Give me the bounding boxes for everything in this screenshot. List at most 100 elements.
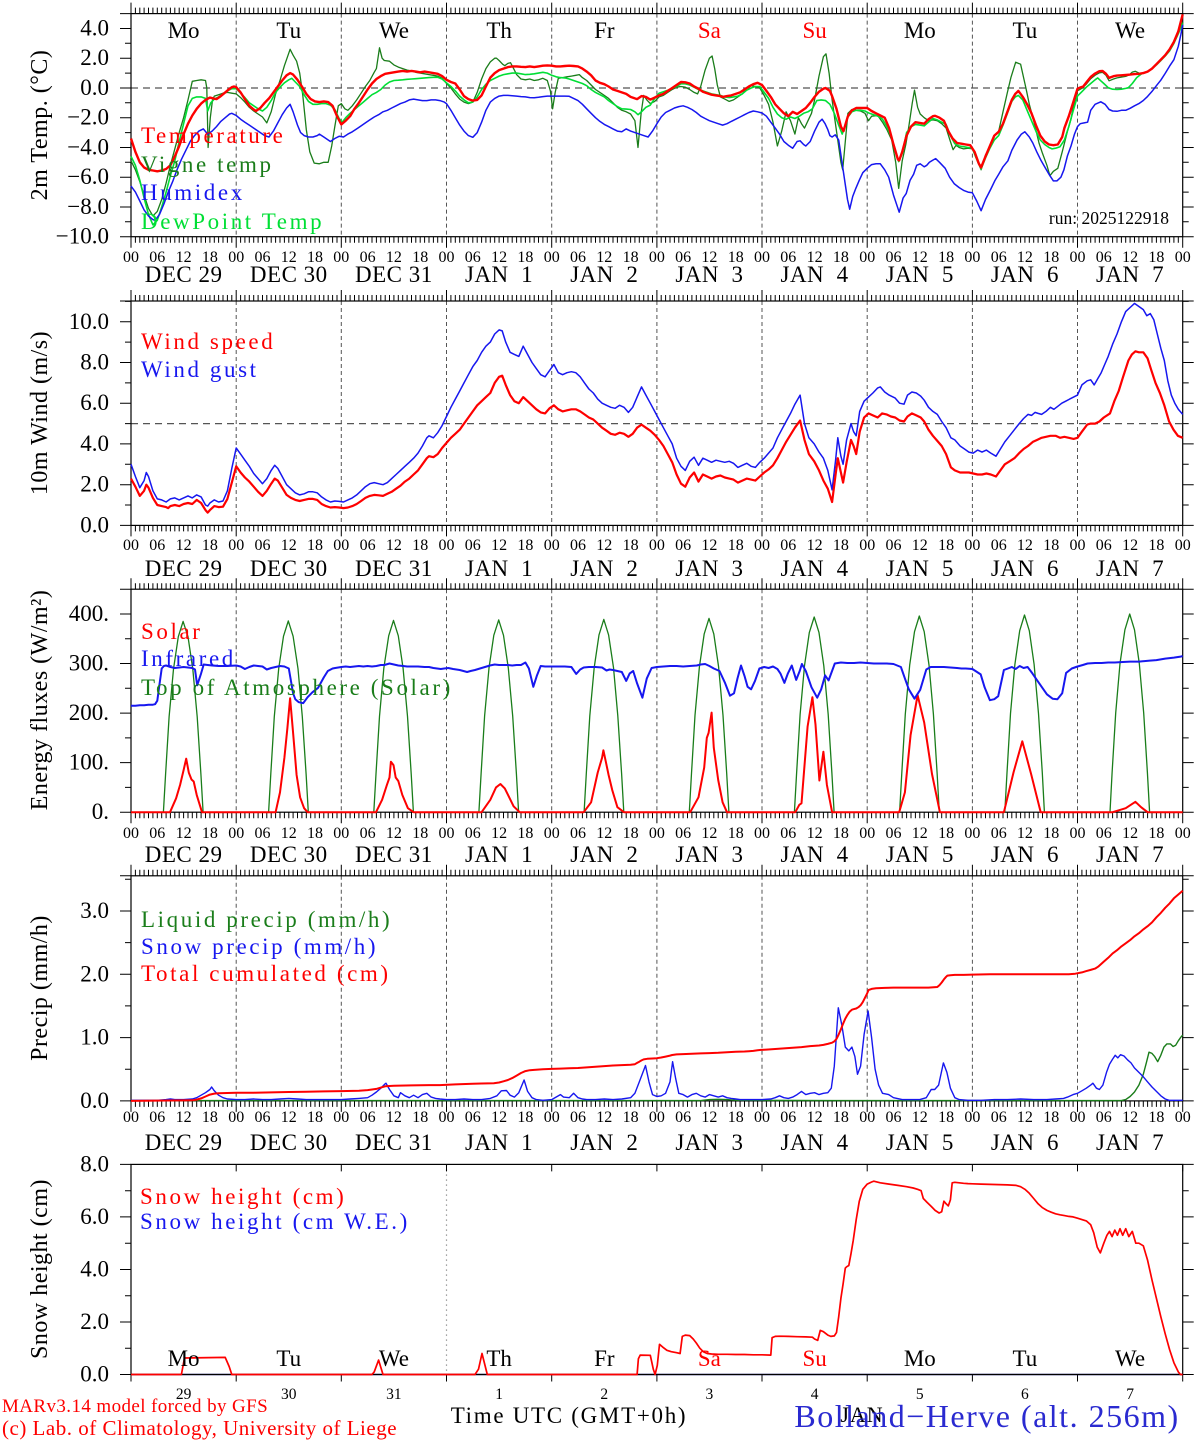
svg-text:12: 12 (1122, 1109, 1138, 1126)
svg-text:06: 06 (570, 537, 586, 554)
svg-text:Top of Atmosphere (Solar): Top of Atmosphere (Solar) (141, 675, 453, 700)
svg-text:We: We (379, 1346, 409, 1371)
svg-text:06: 06 (149, 1109, 165, 1126)
svg-text:18: 18 (307, 1109, 323, 1126)
svg-text:JAN 4: JAN 4 (781, 1130, 849, 1155)
svg-text:Fr: Fr (594, 1346, 615, 1371)
svg-text:18: 18 (202, 249, 218, 266)
svg-text:00: 00 (228, 825, 244, 842)
svg-text:06: 06 (886, 825, 902, 842)
svg-text:7: 7 (1126, 1386, 1134, 1403)
svg-text:12: 12 (281, 825, 297, 842)
svg-text:06: 06 (360, 825, 376, 842)
svg-text:DEC 29: DEC 29 (145, 556, 223, 581)
svg-text:06: 06 (886, 537, 902, 554)
svg-text:400.: 400. (69, 601, 109, 626)
svg-text:00: 00 (649, 1109, 665, 1126)
svg-text:Mo: Mo (904, 18, 936, 43)
svg-text:0.0: 0.0 (80, 512, 109, 537)
svg-text:18: 18 (833, 537, 849, 554)
svg-text:JAN 1: JAN 1 (465, 1130, 533, 1155)
svg-text:Humidex: Humidex (141, 180, 245, 205)
svg-text:JAN 2: JAN 2 (570, 262, 638, 287)
svg-text:06: 06 (991, 537, 1007, 554)
svg-text:−6.0: −6.0 (67, 164, 109, 189)
svg-text:DEC 31: DEC 31 (355, 1130, 433, 1155)
svg-text:00: 00 (439, 825, 455, 842)
svg-text:06: 06 (465, 1109, 481, 1126)
svg-text:300.: 300. (69, 651, 109, 676)
svg-text:8.0: 8.0 (80, 1151, 109, 1176)
svg-text:00: 00 (1070, 1109, 1086, 1126)
svg-text:18: 18 (623, 1109, 639, 1126)
svg-text:00: 00 (859, 1109, 875, 1126)
svg-text:12: 12 (176, 537, 192, 554)
svg-text:06: 06 (360, 537, 376, 554)
svg-text:JAN 5: JAN 5 (886, 556, 954, 581)
svg-text:18: 18 (307, 249, 323, 266)
svg-text:DEC 31: DEC 31 (355, 262, 433, 287)
svg-text:18: 18 (412, 1109, 428, 1126)
svg-text:JAN 7: JAN 7 (1096, 842, 1164, 867)
svg-text:10m Wind (m/s): 10m Wind (m/s) (27, 331, 53, 495)
svg-text:JAN 2: JAN 2 (570, 842, 638, 867)
svg-text:(c) Lab. of Climatology, Unive: (c) Lab. of Climatology, University of L… (2, 1416, 397, 1440)
svg-text:18: 18 (833, 249, 849, 266)
svg-text:Snow precip (mm/h): Snow precip (mm/h) (141, 934, 378, 959)
svg-text:00: 00 (964, 249, 980, 266)
svg-text:00: 00 (964, 1109, 980, 1126)
svg-text:12: 12 (176, 825, 192, 842)
svg-text:DEC 30: DEC 30 (250, 1130, 328, 1155)
svg-text:JAN 5: JAN 5 (886, 262, 954, 287)
svg-text:00: 00 (544, 1109, 560, 1126)
svg-text:Precip (mm/h): Precip (mm/h) (27, 915, 53, 1061)
svg-text:100.: 100. (69, 750, 109, 775)
svg-text:JAN 3: JAN 3 (675, 842, 743, 867)
svg-text:18: 18 (728, 825, 744, 842)
svg-text:DEC 30: DEC 30 (250, 842, 328, 867)
svg-text:12: 12 (912, 825, 928, 842)
svg-text:12: 12 (491, 537, 507, 554)
svg-text:00: 00 (1070, 825, 1086, 842)
svg-text:0.0: 0.0 (80, 1088, 109, 1113)
svg-text:18: 18 (202, 1109, 218, 1126)
svg-text:18: 18 (517, 825, 533, 842)
svg-text:MARv3.14 model forced by GFS: MARv3.14 model forced by GFS (2, 1396, 268, 1417)
svg-text:00: 00 (123, 825, 139, 842)
svg-text:Mo: Mo (168, 1346, 200, 1371)
svg-text:00: 00 (649, 537, 665, 554)
svg-text:12: 12 (386, 537, 402, 554)
svg-text:12: 12 (281, 1109, 297, 1126)
svg-text:30: 30 (281, 1386, 297, 1403)
svg-text:12: 12 (807, 825, 823, 842)
svg-text:18: 18 (1148, 537, 1164, 554)
svg-text:Su: Su (802, 18, 827, 43)
svg-text:6.0: 6.0 (80, 390, 109, 415)
svg-text:06: 06 (675, 537, 691, 554)
svg-text:Snow height (cm W.E.): Snow height (cm W.E.) (140, 1209, 410, 1234)
svg-text:We: We (1115, 1346, 1145, 1371)
svg-text:12: 12 (701, 825, 717, 842)
svg-text:12: 12 (386, 825, 402, 842)
svg-text:2: 2 (600, 1386, 608, 1403)
svg-text:00: 00 (1070, 249, 1086, 266)
svg-text:06: 06 (1096, 1109, 1112, 1126)
svg-text:Solar: Solar (141, 619, 203, 644)
svg-text:06: 06 (1096, 537, 1112, 554)
svg-text:12: 12 (807, 249, 823, 266)
svg-text:Su: Su (802, 1346, 827, 1371)
svg-text:JAN 1: JAN 1 (465, 842, 533, 867)
svg-text:00: 00 (964, 537, 980, 554)
svg-text:JAN 4: JAN 4 (781, 842, 849, 867)
svg-text:Mo: Mo (168, 18, 200, 43)
svg-text:DEC 30: DEC 30 (250, 556, 328, 581)
svg-text:Total cumulated (cm): Total cumulated (cm) (141, 961, 391, 986)
svg-text:12: 12 (281, 537, 297, 554)
svg-text:10.0: 10.0 (69, 309, 109, 334)
svg-text:12: 12 (386, 249, 402, 266)
svg-text:18: 18 (938, 1109, 954, 1126)
svg-text:06: 06 (465, 249, 481, 266)
svg-text:18: 18 (728, 537, 744, 554)
svg-text:06: 06 (255, 825, 271, 842)
svg-text:18: 18 (623, 537, 639, 554)
